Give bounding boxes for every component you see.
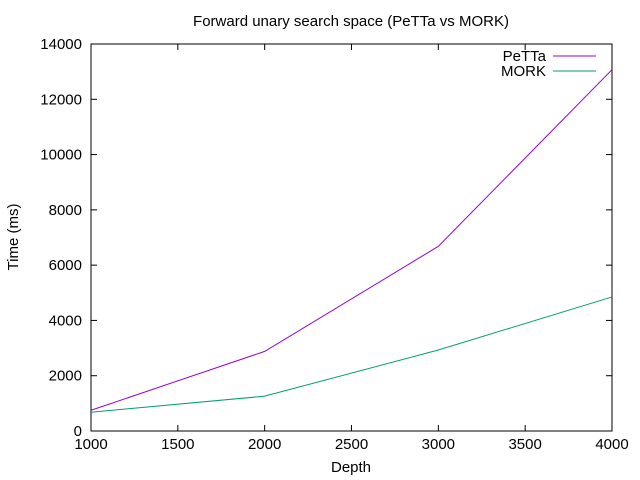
- chart-title: Forward unary search space (PeTTa vs MOR…: [193, 13, 509, 30]
- x-tick-label: 3500: [508, 436, 541, 453]
- y-tick-label: 14000: [40, 36, 82, 53]
- y-tick-label: 12000: [40, 91, 82, 108]
- x-tick-label: 2500: [335, 436, 368, 453]
- y-tick-label: 4000: [49, 312, 82, 329]
- x-tick-label: 1000: [74, 436, 107, 453]
- x-tick-label: 2000: [248, 436, 281, 453]
- x-tick-label: 4000: [595, 436, 628, 453]
- series-lines: [90, 69, 613, 413]
- y-tick-label: 2000: [49, 368, 82, 385]
- series-line-mork: [90, 296, 613, 413]
- y-tick-label: 0: [74, 423, 82, 440]
- y-tick-label: 6000: [49, 257, 82, 274]
- y-tick-label: 8000: [49, 202, 82, 219]
- x-tick-label: 3000: [422, 436, 455, 453]
- x-tick-label: 1500: [161, 436, 194, 453]
- y-axis-label: Time (ms): [5, 204, 22, 271]
- series-line-petta: [90, 69, 613, 411]
- y-tick-label: 10000: [40, 147, 82, 164]
- legend-label: MORK: [501, 63, 546, 80]
- axes: 1000 1500 2000 2500 3000 3500 4000 0 2000 4000 600…: [40, 36, 628, 453]
- legend-label: PeTTa: [503, 48, 547, 65]
- x-axis-label: Depth: [331, 459, 371, 476]
